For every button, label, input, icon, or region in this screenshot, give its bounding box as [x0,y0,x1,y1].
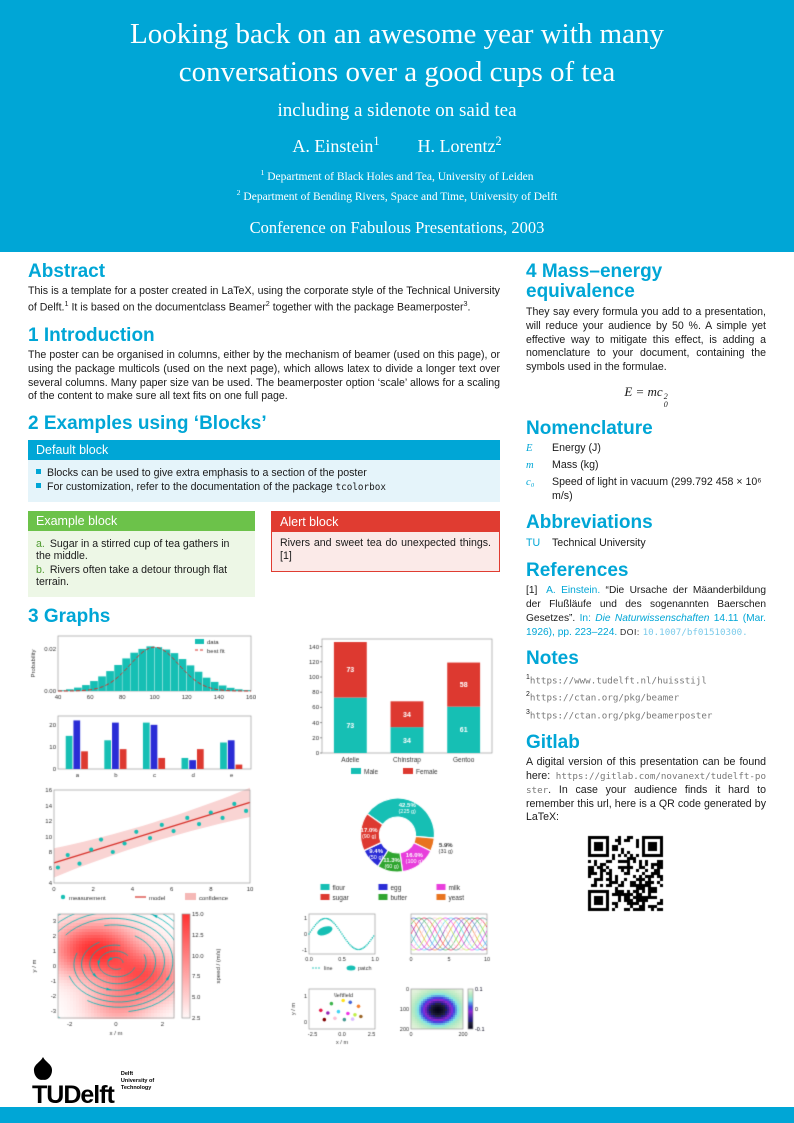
poster-header: Looking back on an awesome year with man… [0,0,794,252]
intro-heading: 1 Introduction [28,324,155,346]
flame-icon [33,1057,53,1081]
example-block-title: Example block [28,510,255,531]
chart-donut [295,785,500,906]
conference-line: Conference on Fabulous Presentations, 20… [249,217,545,237]
note-url[interactable]: https://www.tudelft.nl/huisstijl [529,675,707,687]
abstract-heading: Abstract [28,260,106,282]
tudelft-logo: TUDelft Delft University of Technology [32,1057,500,1108]
alert-block: Alert block Rivers and sweet tea do unex… [271,510,500,573]
author-affil-mark: 1 [373,134,380,149]
reference-doi[interactable]: 10.1007/bf01510300. [642,626,748,638]
footer-bar [0,1107,794,1123]
nomenclature-row: E Energy (J) [526,442,601,455]
poster-body: Abstract This is a template for a poster… [0,252,794,1108]
author: A. Einstein1 [292,134,380,157]
example-block: Example block a. Sugar in a stirred cup o… [28,510,255,597]
gitlab-text: A digital version of this presentation c… [526,756,766,824]
reference-journal: Die Naturwissenschaften [595,612,710,624]
authors: A. Einstein1 H. Lorentz2 [40,134,754,157]
equation: E = mc 2 0 [624,383,668,409]
graphs-heading: 3 Graphs [28,605,111,627]
gitlab-url[interactable]: https://gitlab.com/novanext/tudelft-post… [526,770,766,796]
chart-grouped-bar [28,711,256,782]
poster-subtitle: including a sidenote on said tea [277,100,517,122]
note-item: 3https://ctan.org/pkg/beamerposter [526,709,713,722]
example-item: b. Rivers often take a detour through fla… [36,563,228,588]
blocks-heading: 2 Examples using ‘Blocks’ [28,413,267,435]
affiliations: 1 Department of Black Holes and Tea, Uni… [40,167,754,207]
gitlab-heading: Gitlab [526,731,580,753]
tudelft-logo-sidetext: Delft University of Technology [120,1071,155,1091]
default-block-item: For customization, refer to the document… [36,481,492,493]
affiliation: 1 Department of Black Holes and Tea, Uni… [260,168,534,184]
reference-entry: [1] A. Einstein. “Die Ursache der Mäande… [526,585,766,638]
bullet-square-icon [36,482,41,488]
default-block-item: Blocks can be used to give extra emphasi… [36,467,492,479]
affiliation: 2 Department of Bending Rivers, Space an… [236,188,558,203]
note-item: 1https://www.tudelft.nl/huisstijl [526,673,707,687]
author-affil-mark: 2 [495,134,502,149]
abbreviation-row: TU Technical University [526,536,646,549]
notes-heading: Notes [526,648,579,670]
chart-streamplot [28,909,224,1050]
alert-text: Rivers and sweet tea do unexpected thing… [280,536,491,563]
intro-text: The poster can be organised in columns, … [28,349,500,403]
alert-block-title: Alert block [272,511,499,532]
abbreviations-heading: Abbreviations [526,512,653,534]
left-column: Abstract This is a template for a poster… [28,252,500,1108]
mass-heading: 4 Mass–energy equivalence [526,260,663,303]
note-item: 2https://ctan.org/pkg/beamer [526,691,680,704]
nomenclature-row: m Mass (kg) [526,459,599,472]
right-column: 4 Mass–energy equivalence They say every… [526,252,766,1108]
chart-stacked-bar-penguins [290,631,500,782]
tudelft-wordmark: TUDelft [32,1081,115,1110]
qr-code [584,832,667,916]
note-url[interactable]: https://ctan.org/pkg/beamerposter [529,710,713,722]
chart-histogram [28,631,256,712]
poster-title: Looking back on an awesome year with man… [130,18,664,88]
inline-code: tcolorbox [335,481,386,493]
chart-small-multiples [285,909,500,1050]
reference-title: “Die Ursache der Mäanderbildung der Fluß… [526,585,766,624]
example-item: a. Sugar in a stirred cup of tea gathers … [36,537,230,562]
latex-logo: LaTeX [221,285,252,298]
note-url[interactable]: https://ctan.org/pkg/beamer [529,692,680,704]
abstract-text: This is a template for a poster created … [28,285,500,314]
author: H. Lorentz2 [417,134,502,157]
nomenclature-row: c₀ Speed of light in vacuum (299.792 458 … [526,475,762,502]
nomenclature-heading: Nomenclature [526,417,653,439]
chart-regression [28,785,256,906]
reference-author: A. Einstein. [546,585,601,597]
latex-logo: LaTeX [526,811,557,824]
references-heading: References [526,559,629,581]
mass-text: They say every formula you add to a pres… [526,306,766,374]
default-block-title: Default block [28,439,500,460]
default-block: Default block Blocks can be used to give… [28,439,500,502]
bullet-square-icon [36,468,41,474]
